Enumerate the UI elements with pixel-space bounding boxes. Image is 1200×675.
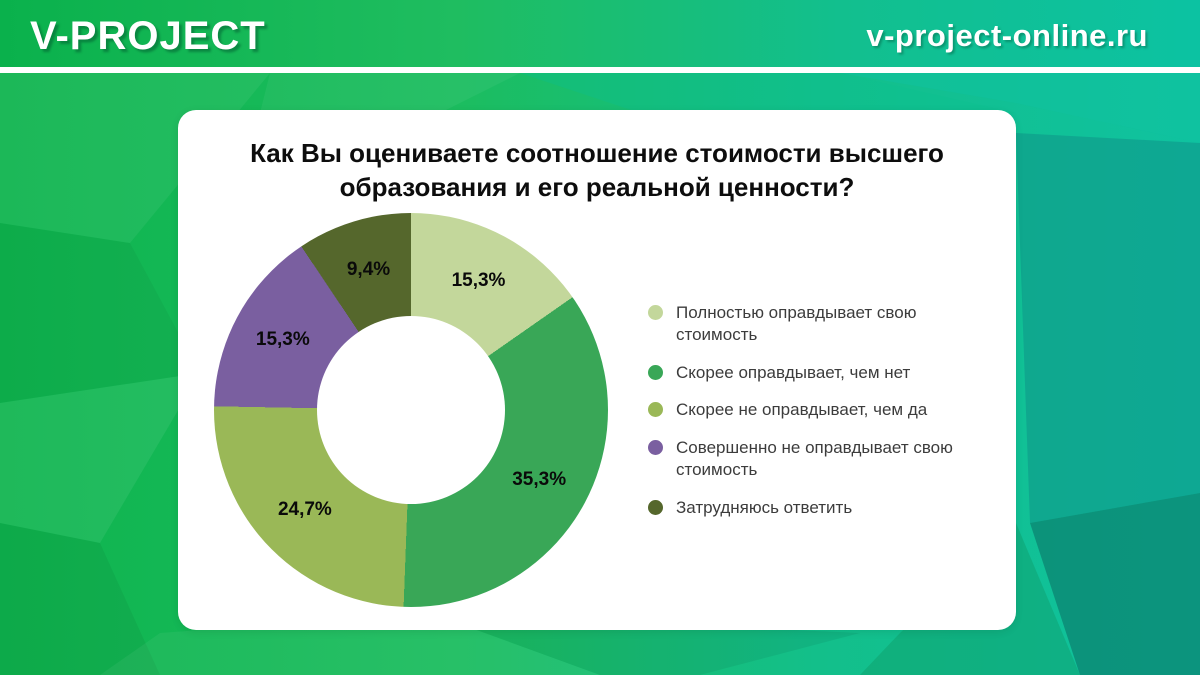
legend-item: Совершенно не оправдывает свою стоимость [648,437,998,482]
slice-label-1: 15,3% [451,269,506,291]
donut-hole [317,316,505,504]
legend-label: Полностью оправдывает свою стоимость [676,303,917,345]
brand-logo: V-PROJECT [30,13,266,58]
legend-marker-icon [648,402,663,418]
chart-title-line1: Как Вы оцениваете соотношение стоимости … [250,138,944,168]
chart-title: Как Вы оцениваете соотношение стоимости … [178,110,1016,205]
chart-legend: Полностью оправдывает свою стоимость Ско… [648,302,998,519]
donut-chart: 15,3% 35,3% 24,7% 15,3% 9,4% [214,213,608,607]
slice-label-3: 24,7% [277,499,332,521]
legend-marker-icon [648,364,663,380]
legend-label: Затрудняюсь ответить [676,497,853,517]
legend-label: Скорее оправдывает, чем нет [676,362,911,382]
chart-title-line2: образования и его реальной ценности? [339,171,855,202]
header-divider [0,67,1200,73]
legend-label: Скорее не оправдывает, чем да [676,400,928,420]
legend-item: Полностью оправдывает свою стоимость [648,302,998,347]
slice-label-4: 15,3% [255,329,310,351]
legend-marker-icon [648,499,663,515]
chart-card: Как Вы оцениваете соотношение стоимости … [178,110,1016,630]
legend-item: Скорее не оправдывает, чем да [648,399,998,421]
legend-label: Совершенно не оправдывает свою стоимость [676,437,953,480]
legend-marker-icon [648,439,663,455]
legend-item: Затрудняюсь ответить [648,497,998,519]
header-bar: V-PROJECT v-project-online.ru [0,0,1200,67]
slice-label-2: 35,3% [512,468,567,490]
slice-label-5: 9,4% [346,259,391,281]
legend-item: Скорее оправдывает, чем нет [648,362,998,384]
site-url-link[interactable]: v-project-online.ru [866,18,1148,53]
legend-marker-icon [648,305,663,320]
